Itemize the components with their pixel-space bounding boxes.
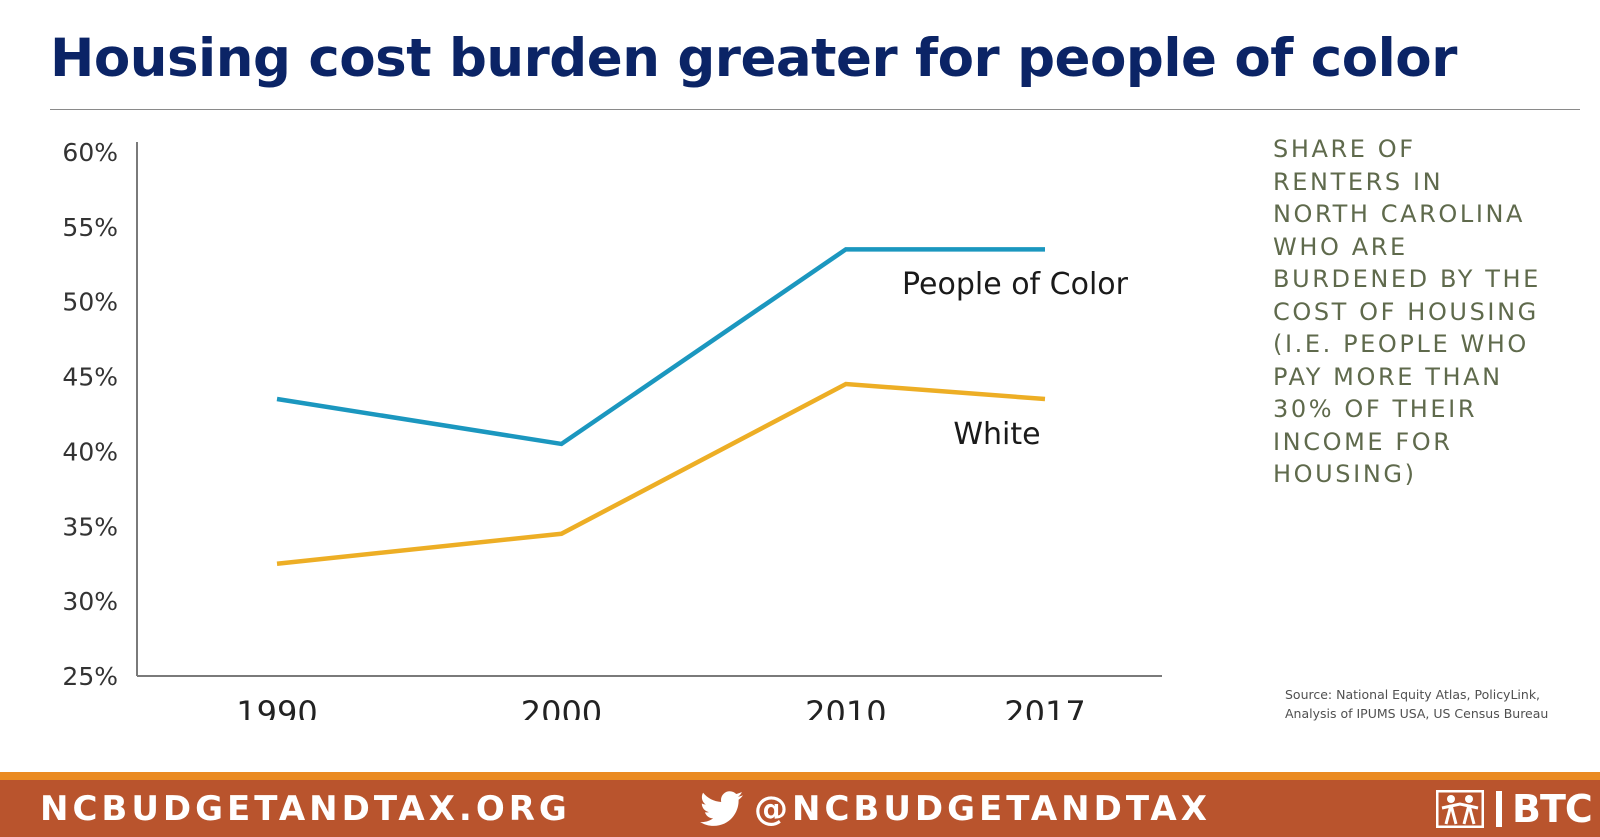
y-tick-label: 55% <box>62 213 118 242</box>
x-tick-label: 2010 <box>805 694 886 720</box>
x-axis-ticks: 1990 2000 2010 2017 <box>236 694 1085 720</box>
chart-caption: SHARE OF RENTERS IN NORTH CAROLINA WHO A… <box>1273 135 1541 488</box>
y-tick-label: 25% <box>62 662 118 691</box>
title-divider <box>50 109 1580 110</box>
page-title: Housing cost burden greater for people o… <box>50 28 1457 89</box>
btc-figures-icon <box>1436 790 1484 828</box>
source-note: Source: National Equity Atlas, PolicyLin… <box>1285 687 1549 721</box>
logo-divider <box>1496 791 1502 827</box>
y-tick-label: 50% <box>62 288 118 317</box>
footer-bar: NCBUDGETANDTAX.ORG @NCBUDGETANDTAX BTC <box>0 780 1600 837</box>
series-label: People of Color <box>902 267 1129 302</box>
y-tick-label: 30% <box>62 587 118 616</box>
series-lines <box>276 247 1046 566</box>
x-tick-label: 1990 <box>236 694 317 720</box>
logo-text: BTC <box>1512 787 1593 831</box>
line-chart: 25% 30% 35% 40% 45% 50% 55% 60% 1990 2000 2010 201… <box>62 138 1162 720</box>
y-tick-label: 40% <box>62 437 118 466</box>
x-tick-label: 2000 <box>521 694 602 720</box>
twitter-bird-icon <box>700 791 743 826</box>
series-line-white <box>276 381 1046 566</box>
series-label: White <box>953 417 1040 452</box>
series-line-people-of-color <box>276 247 1045 447</box>
y-tick-label: 35% <box>62 512 118 541</box>
x-tick-label: 2017 <box>1004 694 1085 720</box>
y-tick-label: 45% <box>62 363 118 392</box>
series-labels: People of Color White <box>902 267 1129 452</box>
footer-handle-text: @NCBUDGETANDTAX <box>754 789 1211 829</box>
footer-stripe <box>0 772 1600 780</box>
footer-twitter-link[interactable]: @NCBUDGETANDTAX <box>700 789 1211 829</box>
y-axis-ticks: 25% 30% 35% 40% 45% 50% 55% 60% <box>62 138 118 691</box>
footer-website-link[interactable]: NCBUDGETANDTAX.ORG <box>40 789 571 829</box>
btc-logo: BTC <box>1436 787 1593 831</box>
y-tick-label: 60% <box>62 138 118 167</box>
